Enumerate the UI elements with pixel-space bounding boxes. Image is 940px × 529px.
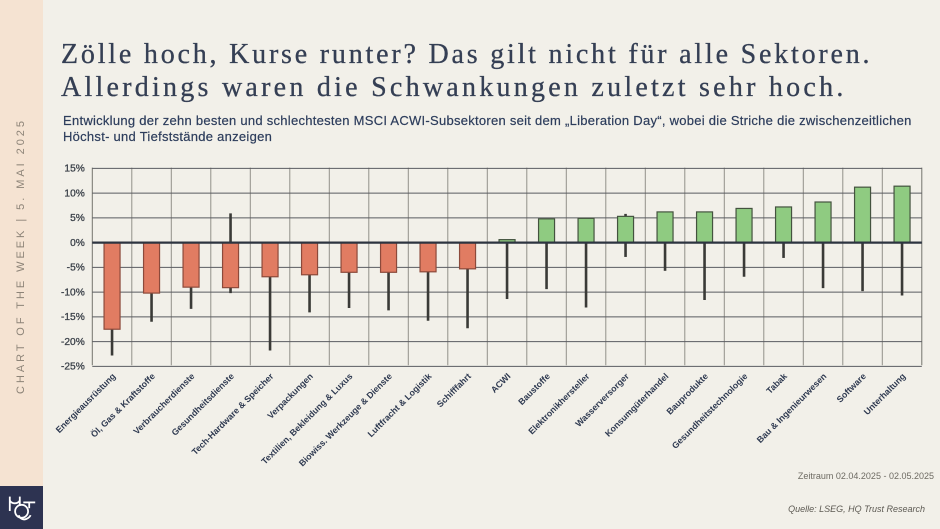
svg-text:10%: 10% — [64, 188, 84, 199]
svg-text:Schifffahrt: Schifffahrt — [435, 371, 473, 409]
svg-text:Software: Software — [835, 371, 868, 404]
svg-text:5%: 5% — [70, 213, 85, 224]
svg-text:-5%: -5% — [67, 263, 85, 274]
svg-text:15%: 15% — [64, 164, 84, 175]
svg-text:Bau & Ingenieurwesen: Bau & Ingenieurwesen — [755, 371, 829, 445]
svg-text:Gesundheitstechnologie: Gesundheitstechnologie — [670, 371, 750, 451]
svg-text:-25%: -25% — [61, 362, 85, 373]
svg-text:Baustoffe: Baustoffe — [516, 371, 552, 407]
svg-text:Unterhaltung: Unterhaltung — [862, 371, 908, 417]
svg-text:0%: 0% — [70, 238, 85, 249]
svg-text:-15%: -15% — [61, 312, 85, 323]
svg-text:Tabak: Tabak — [764, 371, 789, 396]
svg-text:-20%: -20% — [61, 337, 85, 348]
svg-text:-10%: -10% — [61, 287, 85, 298]
svg-text:Tech-Hardware & Speicher: Tech-Hardware & Speicher — [190, 371, 276, 457]
svg-text:ACWI: ACWI — [489, 371, 513, 395]
